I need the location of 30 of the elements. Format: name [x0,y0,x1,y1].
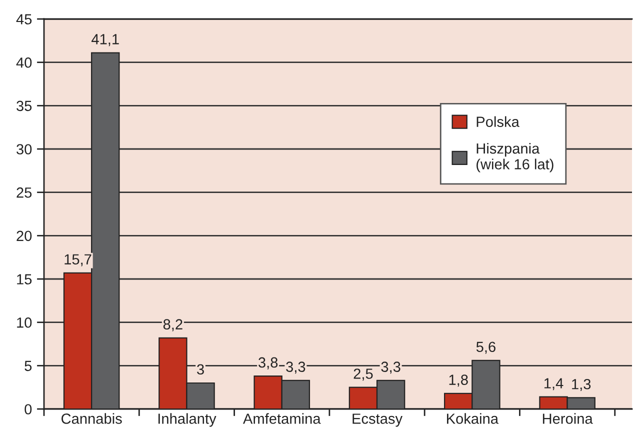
data-label: 15,7 [64,254,92,266]
y-tick-label: 35 [16,100,32,112]
x-tick-label: Inhalanty [158,413,216,427]
y-tick-label: 30 [16,144,32,154]
data-label: 41,1 [92,34,119,46]
y-tick-label: 5 [24,360,32,372]
x-tick-label: Cannabis [62,413,122,424]
y-tick-label: 15 [17,274,32,284]
y-tick-label: 20 [16,230,32,242]
data-label: 1,3 [572,378,591,392]
x-tick-label: Amfetamina [242,413,321,424]
y-tick-label: 25 [16,187,32,198]
x-tick-label: Kokaina [447,413,499,424]
y-tick-label: 45 [16,14,32,24]
data-label: 8,2 [163,319,182,332]
data-label: 3,3 [286,362,306,374]
y-tick-label: 40 [16,57,32,68]
y-tick-label: 10 [17,317,32,328]
y-tick-label: 0 [24,404,32,414]
data-label: 3,3 [381,362,400,374]
data-label: 5,6 [476,342,496,354]
x-tick-label: Heroina [542,413,593,424]
data-label: 3,8 [258,357,278,370]
data-label: 1,8 [449,374,468,387]
data-label: 1,4 [544,378,564,390]
legend-label: Hiszpania (wiek 16 lat) [476,142,554,172]
x-tick-label: Ecstasy [352,414,403,427]
data-label: 2,5 [354,368,373,381]
data-label: 3 [197,364,204,375]
legend-label: Polska [476,116,520,127]
